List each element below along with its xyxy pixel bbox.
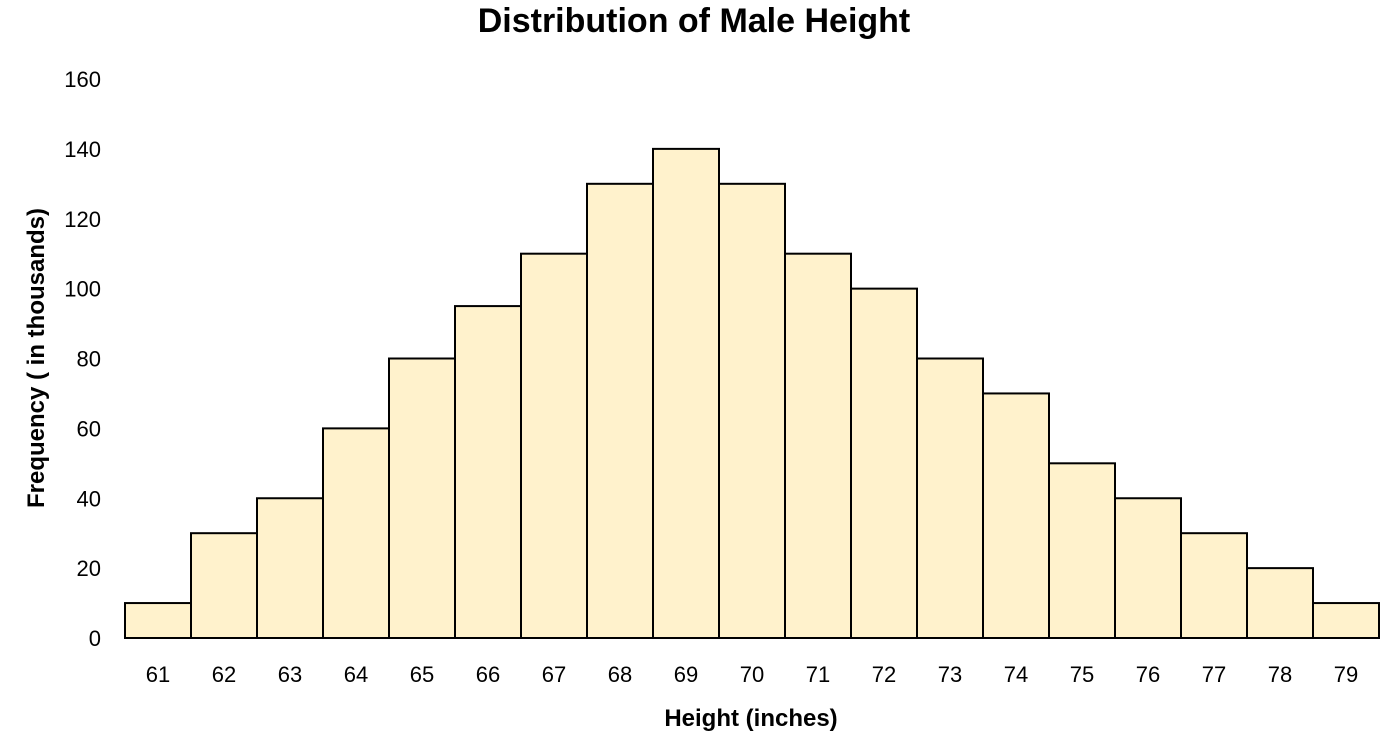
x-tick-label: 78 — [1268, 662, 1292, 687]
histogram-bar — [322, 427, 390, 640]
x-tick-label: 66 — [476, 662, 500, 687]
x-tick-label: 65 — [410, 662, 434, 687]
histogram-bar — [1246, 567, 1314, 640]
y-tick-label: 140 — [64, 137, 101, 162]
y-tick-label: 0 — [89, 626, 101, 651]
histogram-bar — [586, 182, 654, 639]
x-tick-label: 77 — [1202, 662, 1226, 687]
histogram-bar — [652, 147, 720, 640]
x-tick-label: 70 — [740, 662, 764, 687]
y-tick-label: 120 — [64, 207, 101, 232]
histogram-bar — [982, 392, 1050, 639]
x-tick-label: 79 — [1334, 662, 1358, 687]
x-tick-label: 63 — [278, 662, 302, 687]
histogram-bar — [520, 252, 588, 639]
x-tick-label: 73 — [938, 662, 962, 687]
x-axis-title: Height (inches) — [664, 705, 837, 732]
histogram-bar — [1312, 602, 1380, 639]
y-tick-label: 80 — [77, 347, 101, 372]
x-tick-label: 68 — [608, 662, 632, 687]
histogram-bar — [388, 357, 456, 639]
chart-title: Distribution of Male Height — [478, 2, 911, 40]
histogram-bars — [124, 147, 1380, 640]
histogram-bar — [784, 252, 852, 639]
y-axis-title: Frequency ( in thousands) — [23, 208, 50, 508]
histogram-bar — [124, 602, 192, 639]
histogram-bar — [454, 305, 522, 639]
x-tick-label: 69 — [674, 662, 698, 687]
x-axis-tick-labels: 61 62 63 64 65 66 67 68 69 70 71 72 73 74 75 76 77 78 79 — [146, 662, 1358, 687]
x-tick-label: 71 — [806, 662, 830, 687]
x-tick-label: 75 — [1070, 662, 1094, 687]
y-tick-label: 100 — [64, 277, 101, 302]
x-tick-label: 76 — [1136, 662, 1160, 687]
histogram-bar — [1180, 532, 1248, 639]
histogram-bar — [916, 357, 984, 639]
y-tick-label: 20 — [77, 556, 101, 581]
x-tick-label: 64 — [344, 662, 368, 687]
x-tick-label: 67 — [542, 662, 566, 687]
y-axis-tick-labels: 0 20 40 60 80 100 120 140 160 — [64, 67, 101, 651]
y-tick-label: 40 — [77, 486, 101, 511]
histogram-bar — [1048, 462, 1116, 639]
x-tick-label: 62 — [212, 662, 236, 687]
x-tick-label: 74 — [1004, 662, 1028, 687]
histogram-bar — [850, 287, 918, 640]
histogram-bar — [190, 532, 258, 639]
y-tick-label: 60 — [77, 416, 101, 441]
y-tick-label: 160 — [64, 67, 101, 92]
x-tick-label: 61 — [146, 662, 170, 687]
histogram-bar — [718, 182, 786, 639]
x-tick-label: 72 — [872, 662, 896, 687]
histogram-bar — [256, 497, 324, 639]
histogram-bar — [1114, 497, 1182, 639]
